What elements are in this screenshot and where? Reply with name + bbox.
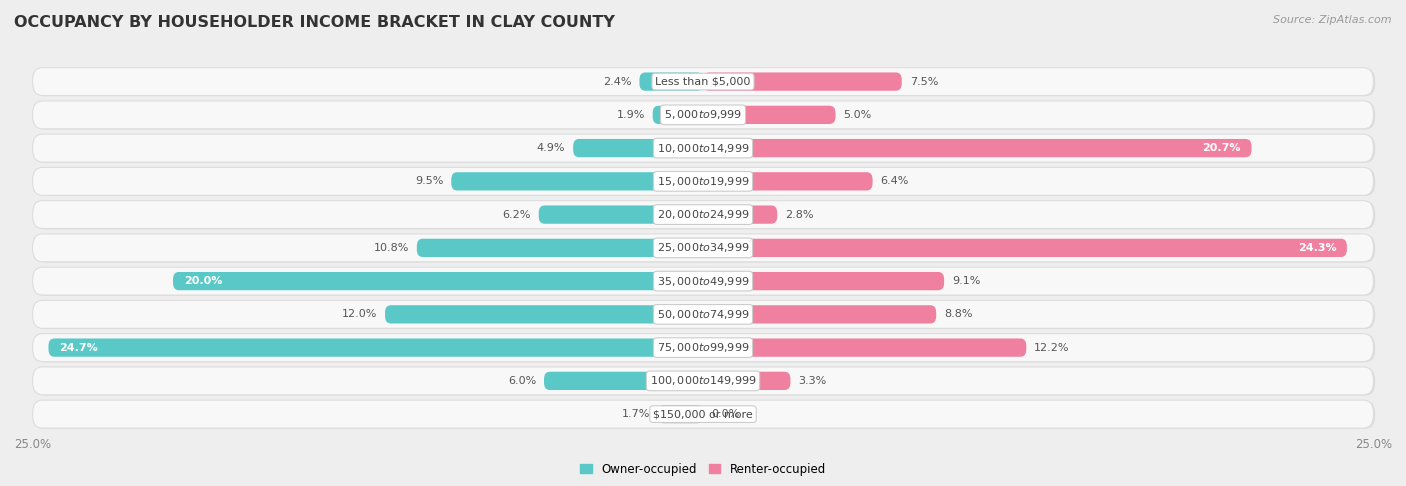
Text: 5.0%: 5.0% xyxy=(844,110,872,120)
Text: $35,000 to $49,999: $35,000 to $49,999 xyxy=(657,275,749,288)
Text: 1.7%: 1.7% xyxy=(621,409,650,419)
Text: $25,000 to $34,999: $25,000 to $34,999 xyxy=(657,242,749,254)
FancyBboxPatch shape xyxy=(703,272,945,290)
Text: 25.0%: 25.0% xyxy=(1355,438,1392,451)
Text: 2.8%: 2.8% xyxy=(785,209,814,220)
Text: 0.0%: 0.0% xyxy=(711,409,740,419)
Text: 12.2%: 12.2% xyxy=(1035,343,1070,353)
FancyBboxPatch shape xyxy=(32,167,1374,195)
FancyBboxPatch shape xyxy=(703,206,778,224)
Text: 1.9%: 1.9% xyxy=(616,110,645,120)
FancyBboxPatch shape xyxy=(32,367,1374,395)
Text: $10,000 to $14,999: $10,000 to $14,999 xyxy=(657,141,749,155)
FancyBboxPatch shape xyxy=(703,105,835,124)
Text: 9.5%: 9.5% xyxy=(415,176,443,186)
FancyBboxPatch shape xyxy=(35,367,1375,396)
FancyBboxPatch shape xyxy=(538,206,703,224)
Text: 20.0%: 20.0% xyxy=(184,276,222,286)
FancyBboxPatch shape xyxy=(32,334,1374,362)
FancyBboxPatch shape xyxy=(640,72,703,91)
FancyBboxPatch shape xyxy=(48,338,703,357)
Text: 7.5%: 7.5% xyxy=(910,77,938,87)
FancyBboxPatch shape xyxy=(703,305,936,324)
Text: 3.3%: 3.3% xyxy=(799,376,827,386)
FancyBboxPatch shape xyxy=(32,68,1374,96)
Text: $50,000 to $74,999: $50,000 to $74,999 xyxy=(657,308,749,321)
FancyBboxPatch shape xyxy=(32,201,1374,228)
Text: 6.4%: 6.4% xyxy=(880,176,908,186)
FancyBboxPatch shape xyxy=(35,168,1375,196)
FancyBboxPatch shape xyxy=(35,69,1375,96)
FancyBboxPatch shape xyxy=(35,201,1375,229)
Text: 4.9%: 4.9% xyxy=(537,143,565,153)
Text: OCCUPANCY BY HOUSEHOLDER INCOME BRACKET IN CLAY COUNTY: OCCUPANCY BY HOUSEHOLDER INCOME BRACKET … xyxy=(14,15,614,30)
Text: Source: ZipAtlas.com: Source: ZipAtlas.com xyxy=(1274,15,1392,25)
FancyBboxPatch shape xyxy=(35,401,1375,429)
Text: 24.3%: 24.3% xyxy=(1298,243,1336,253)
Text: $20,000 to $24,999: $20,000 to $24,999 xyxy=(657,208,749,221)
FancyBboxPatch shape xyxy=(32,134,1374,162)
Text: $15,000 to $19,999: $15,000 to $19,999 xyxy=(657,175,749,188)
Text: $75,000 to $99,999: $75,000 to $99,999 xyxy=(657,341,749,354)
FancyBboxPatch shape xyxy=(32,300,1374,329)
FancyBboxPatch shape xyxy=(574,139,703,157)
FancyBboxPatch shape xyxy=(35,102,1375,129)
FancyBboxPatch shape xyxy=(703,372,790,390)
Text: 10.8%: 10.8% xyxy=(374,243,409,253)
Text: 24.7%: 24.7% xyxy=(59,343,98,353)
FancyBboxPatch shape xyxy=(451,172,703,191)
FancyBboxPatch shape xyxy=(703,139,1251,157)
Text: 6.0%: 6.0% xyxy=(508,376,536,386)
FancyBboxPatch shape xyxy=(544,372,703,390)
FancyBboxPatch shape xyxy=(32,234,1374,262)
FancyBboxPatch shape xyxy=(658,405,703,423)
FancyBboxPatch shape xyxy=(35,268,1375,296)
FancyBboxPatch shape xyxy=(35,334,1375,362)
FancyBboxPatch shape xyxy=(703,338,1026,357)
FancyBboxPatch shape xyxy=(32,101,1374,129)
FancyBboxPatch shape xyxy=(32,267,1374,295)
Text: 6.2%: 6.2% xyxy=(502,209,531,220)
FancyBboxPatch shape xyxy=(703,239,1347,257)
FancyBboxPatch shape xyxy=(35,135,1375,163)
FancyBboxPatch shape xyxy=(32,400,1374,428)
Text: $5,000 to $9,999: $5,000 to $9,999 xyxy=(664,108,742,122)
Text: 8.8%: 8.8% xyxy=(945,310,973,319)
FancyBboxPatch shape xyxy=(173,272,703,290)
FancyBboxPatch shape xyxy=(416,239,703,257)
FancyBboxPatch shape xyxy=(35,235,1375,262)
Text: 9.1%: 9.1% xyxy=(952,276,980,286)
FancyBboxPatch shape xyxy=(703,172,873,191)
FancyBboxPatch shape xyxy=(385,305,703,324)
FancyBboxPatch shape xyxy=(703,72,901,91)
Text: $150,000 or more: $150,000 or more xyxy=(654,409,752,419)
Text: 25.0%: 25.0% xyxy=(14,438,51,451)
FancyBboxPatch shape xyxy=(35,301,1375,329)
Text: Less than $5,000: Less than $5,000 xyxy=(655,77,751,87)
Text: 20.7%: 20.7% xyxy=(1202,143,1241,153)
Text: $100,000 to $149,999: $100,000 to $149,999 xyxy=(650,374,756,387)
FancyBboxPatch shape xyxy=(652,105,703,124)
Legend: Owner-occupied, Renter-occupied: Owner-occupied, Renter-occupied xyxy=(575,458,831,481)
Text: 2.4%: 2.4% xyxy=(603,77,631,87)
Text: 12.0%: 12.0% xyxy=(342,310,377,319)
